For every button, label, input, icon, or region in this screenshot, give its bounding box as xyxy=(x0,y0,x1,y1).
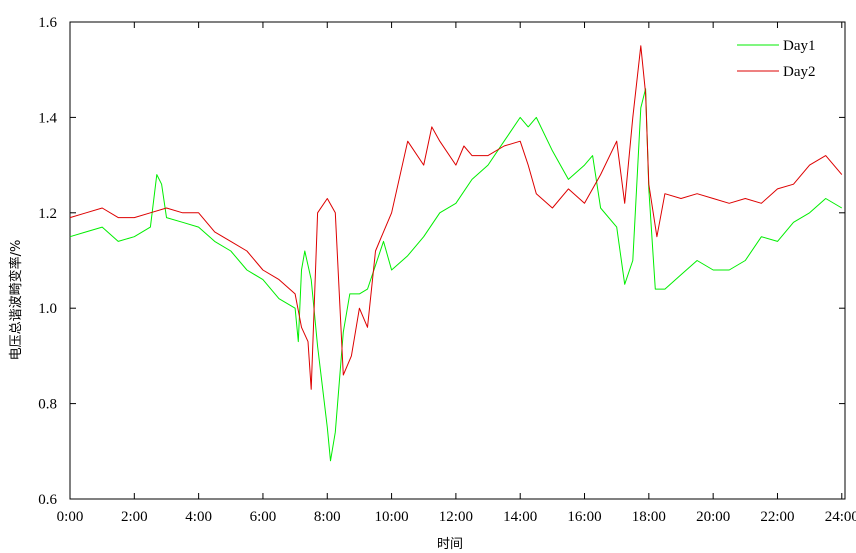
y-axis-label: 电压总谐波畸变率/% xyxy=(8,240,24,361)
x-tick-label: 4:00 xyxy=(185,509,212,525)
x-tick-label: 20:00 xyxy=(696,509,730,525)
x-tick-label: 12:00 xyxy=(439,509,473,525)
y-tick-label: 0.8 xyxy=(38,397,57,413)
series-line-day2 xyxy=(69,45,843,390)
x-tick-label: 10:00 xyxy=(374,509,408,525)
x-tick-label: 16:00 xyxy=(567,509,601,525)
x-tick-label: 18:00 xyxy=(632,509,666,525)
x-tick-label: 8:00 xyxy=(314,509,341,525)
y-tick-label: 1.6 xyxy=(38,15,57,31)
x-tick-label: 6:00 xyxy=(250,509,277,525)
x-tick-label: 14:00 xyxy=(503,509,537,525)
legend-label-day2: Day2 xyxy=(783,64,816,80)
x-tick-label: 24:00 xyxy=(825,509,856,525)
plot-frame xyxy=(69,21,846,500)
series-line-day1 xyxy=(69,88,843,462)
x-tick-labels: 0:00 2:00 4:00 6:00 8:00 10:00 12:00 14:00 16:00… xyxy=(57,509,856,525)
y-tick-label: 1.0 xyxy=(38,301,57,317)
x-tick-label: 22:00 xyxy=(760,509,794,525)
legend: Day1 Day2 xyxy=(737,38,816,80)
x-tick-label: 0:00 xyxy=(57,509,84,525)
x-axis-label: 时间 xyxy=(437,537,463,552)
axis-ticks xyxy=(69,21,845,500)
y-tick-labels: 0.6 0.8 1.0 1.2 1.4 1.6 xyxy=(38,15,57,508)
series-lines xyxy=(69,45,843,462)
y-tick-label: 0.6 xyxy=(38,492,57,508)
y-tick-label: 1.4 xyxy=(38,110,57,126)
x-tick-label: 2:00 xyxy=(121,509,148,525)
legend-label-day1: Day1 xyxy=(783,38,816,54)
y-tick-label: 1.2 xyxy=(38,206,57,222)
